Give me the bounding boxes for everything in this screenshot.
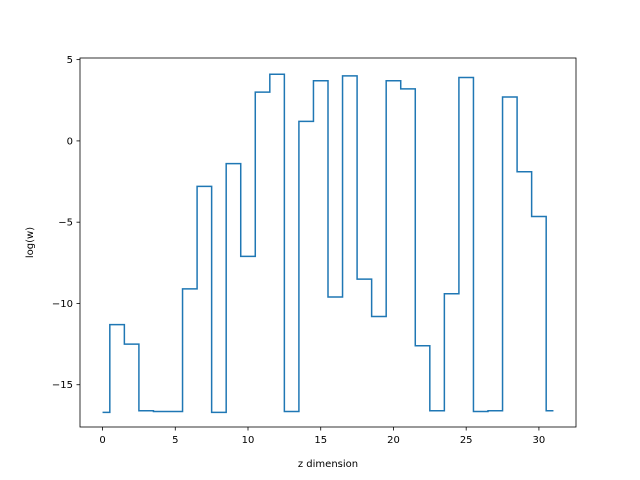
x-tick-label: 0: [99, 435, 105, 446]
x-axis-label: z dimension: [298, 459, 358, 470]
series-line-0: [102, 73, 554, 414]
y-tick-label: 5: [67, 55, 73, 66]
x-tick-label: 30: [533, 435, 546, 446]
y-tick-label: −5: [58, 218, 73, 229]
plot-frame: [79, 57, 577, 428]
x-axis-ticks: 0 5 10 15 20 25 30: [99, 427, 545, 446]
x-tick-label: 10: [242, 435, 255, 446]
y-tick-label: −10: [52, 299, 73, 310]
y-tick-label: 0: [67, 136, 73, 147]
x-tick-label: 25: [460, 435, 473, 446]
x-tick-label: 15: [314, 435, 327, 446]
x-tick-label: 5: [172, 435, 178, 446]
series-layer: [102, 73, 554, 414]
x-tick-label: 20: [387, 435, 400, 446]
y-tick-label: −15: [52, 380, 73, 391]
y-axis-ticks: 5 0 −5 −10 −15: [52, 55, 80, 391]
y-axis-label: log(w): [25, 227, 36, 258]
